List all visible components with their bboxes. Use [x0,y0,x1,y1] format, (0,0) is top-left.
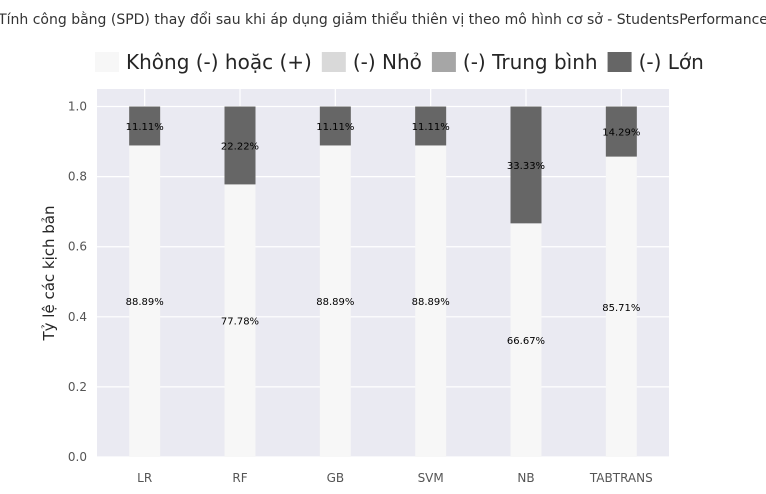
data-label: 88.89% [316,297,354,308]
y-tick-label: 0.2 [68,380,87,394]
bar-segment [605,156,637,457]
data-label: 14.29% [602,128,640,139]
x-tick-label: GB [327,471,345,485]
legend: Không (-) hoặc (+) (-) Nhỏ (-) Trung bình (… [95,50,704,74]
bar-segment [510,106,542,224]
x-axis-ticks: LR RF GB SVM NB TABTRANS [137,471,653,485]
y-tick-label: 1.0 [68,100,87,114]
bar-segment [605,106,637,157]
legend-swatch [607,52,632,72]
bar-segment [224,106,256,185]
legend-label: (-) Trung bình [463,50,598,74]
y-axis-ticks: 0.0 0.2 0.4 0.6 0.8 1.0 [68,100,87,464]
y-axis-label: Tỷ lệ các kịch bản [40,205,58,341]
x-tick-label: NB [517,471,534,485]
bar-segment [510,223,542,457]
plot-area [97,89,669,457]
bars [129,106,637,458]
x-tick-label: LR [137,471,152,485]
data-label: 11.11% [316,122,354,133]
y-tick-label: 0.4 [68,310,87,324]
legend-label: (-) Nhỏ [353,50,422,74]
data-label: 85.71% [602,303,640,314]
y-tick-label: 0.0 [68,450,87,464]
bar-segment [319,106,351,146]
bar-segment [224,184,256,458]
data-label: 77.78% [221,317,259,328]
y-tick-label: 0.6 [68,240,87,254]
data-label: 88.89% [412,297,450,308]
chart-title: Tính công bằng (SPD) thay đổi sau khi áp… [0,11,766,28]
legend-label: Không (-) hoặc (+) [126,50,312,74]
bar-segment [415,145,447,457]
data-labels: 88.89% 11.11% 77.78% 22.22% 88.89% 11.11% 88.8… [126,122,641,347]
x-tick-label: TABTRANS [589,471,653,485]
data-label: 66.67% [507,336,545,347]
x-tick-label: RF [232,471,247,485]
legend-swatch [95,52,119,72]
bar-segment [319,145,351,457]
data-label: 88.89% [126,297,164,308]
data-label: 22.22% [221,141,259,152]
legend-label: (-) Lớn [639,50,704,74]
legend-swatch [431,52,456,72]
x-tick-label: SVM [418,471,444,485]
data-label: 11.11% [412,122,450,133]
data-label: 33.33% [507,161,545,172]
bar-segment [415,106,447,146]
bar-segment [129,145,161,457]
legend-swatch [321,52,346,72]
data-label: 11.11% [126,122,164,133]
y-tick-label: 0.8 [68,170,87,184]
bar-segment [129,106,161,146]
